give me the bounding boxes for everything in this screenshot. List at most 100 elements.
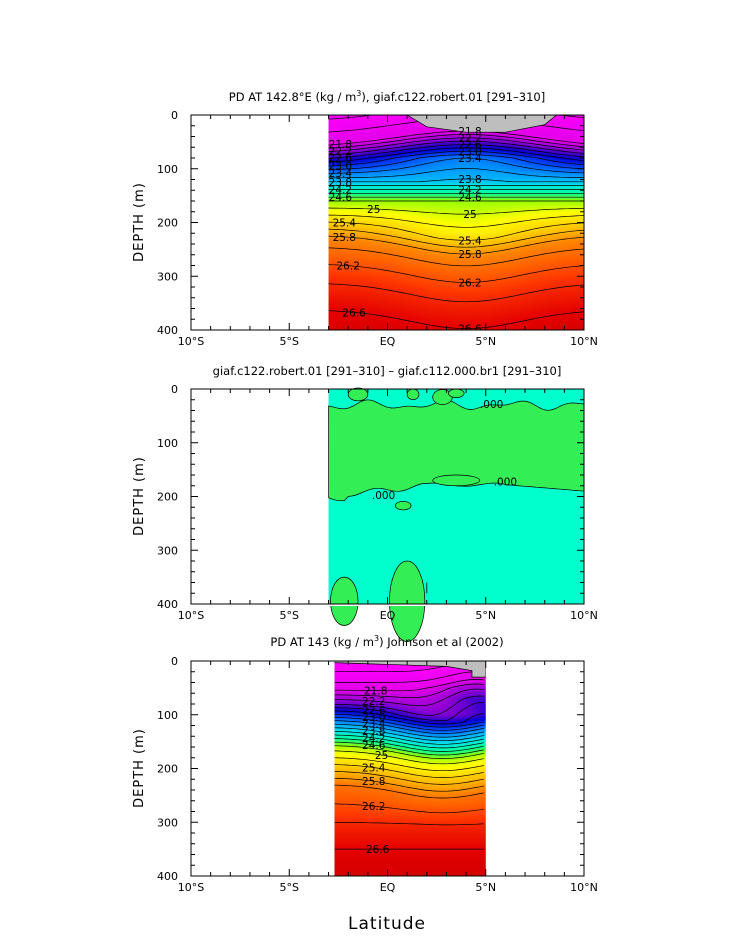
density-cell [466,151,472,155]
density-cell [387,155,394,159]
density-cell [436,254,443,258]
density-cell [426,254,433,258]
density-cell [559,295,565,299]
density-cell [421,185,428,189]
density-cell [475,233,482,236]
density-cell [534,248,541,252]
density-cell [456,153,462,157]
density-cell [525,196,531,200]
density-cell [353,166,359,170]
density-cell [490,269,497,273]
density-cell [544,317,551,320]
density-cell [436,162,443,166]
density-cell [446,177,452,181]
density-cell [564,254,570,258]
density-cell [456,226,462,230]
density-cell [490,246,497,249]
density-cell [515,284,521,288]
density-cell [412,196,418,200]
density-cell [333,259,339,262]
density-cell [377,194,384,198]
density-cell [338,233,344,236]
density-cell [510,254,516,258]
density-cell [382,136,389,140]
density-cell [510,130,516,133]
density-cell [367,183,374,187]
density-cell [431,224,438,228]
density-cell [392,181,398,185]
density-cell [480,244,487,247]
density-cell [421,263,428,267]
density-cell [387,259,394,262]
density-cell [505,203,511,206]
density-cell [554,168,561,172]
density-cell [485,321,492,325]
density-cell [490,319,497,322]
density-cell [421,306,428,310]
density-cell [392,209,398,213]
density-cell [534,140,541,144]
density-cell [456,319,462,322]
density-cell [392,149,398,153]
density-cell [358,179,364,183]
density-cell [485,138,492,142]
density-cell [412,248,418,252]
density-cell [500,216,506,219]
density-cell [426,246,433,249]
density-cell [387,142,394,146]
density-cell [372,302,379,305]
density-cell [480,323,487,327]
density-cell [480,194,487,198]
density-cell [387,293,394,297]
density-cell [382,201,389,204]
density-cell [495,323,502,327]
density-cell [490,254,497,258]
density-cell [358,181,364,185]
density-cell [564,306,570,310]
density-cell [377,201,384,204]
density-cell [382,295,389,299]
density-cell [505,198,511,202]
density-cell [485,274,492,277]
density-cell [387,235,394,239]
density-cell [510,190,516,193]
density-cell [446,269,452,273]
density-cell [505,312,511,316]
density-cell [333,314,339,318]
density-cell [505,190,511,193]
density-cell [475,323,482,327]
density-cell [343,259,349,262]
density-cell [377,297,384,301]
density-cell [500,287,506,290]
density-cell [485,218,492,221]
density-cell [471,138,477,142]
density-cell [456,209,462,213]
density-cell [372,173,379,176]
density-cell [471,134,477,138]
density-cell [416,280,423,284]
density-cell [416,196,423,200]
density-cell [480,132,487,135]
density-cell [402,222,408,226]
density-cell [426,244,433,247]
density-cell [416,293,423,297]
density-cell [525,239,531,243]
density-cell [436,203,443,206]
density-cell [525,201,531,204]
density-cell [328,233,335,236]
density-cell [544,125,551,129]
density-cell [407,175,413,178]
density-cell [554,175,561,178]
density-cell [529,259,536,262]
density-cell [544,155,551,159]
density-cell [515,218,521,221]
density-cell [539,213,546,217]
density-cell [495,319,502,322]
density-cell [446,220,452,224]
density-cell [466,228,472,232]
density-cell [338,312,344,316]
density-cell [441,145,448,148]
density-cell [407,269,413,273]
density-cell [397,181,403,185]
density-cell [525,130,531,133]
